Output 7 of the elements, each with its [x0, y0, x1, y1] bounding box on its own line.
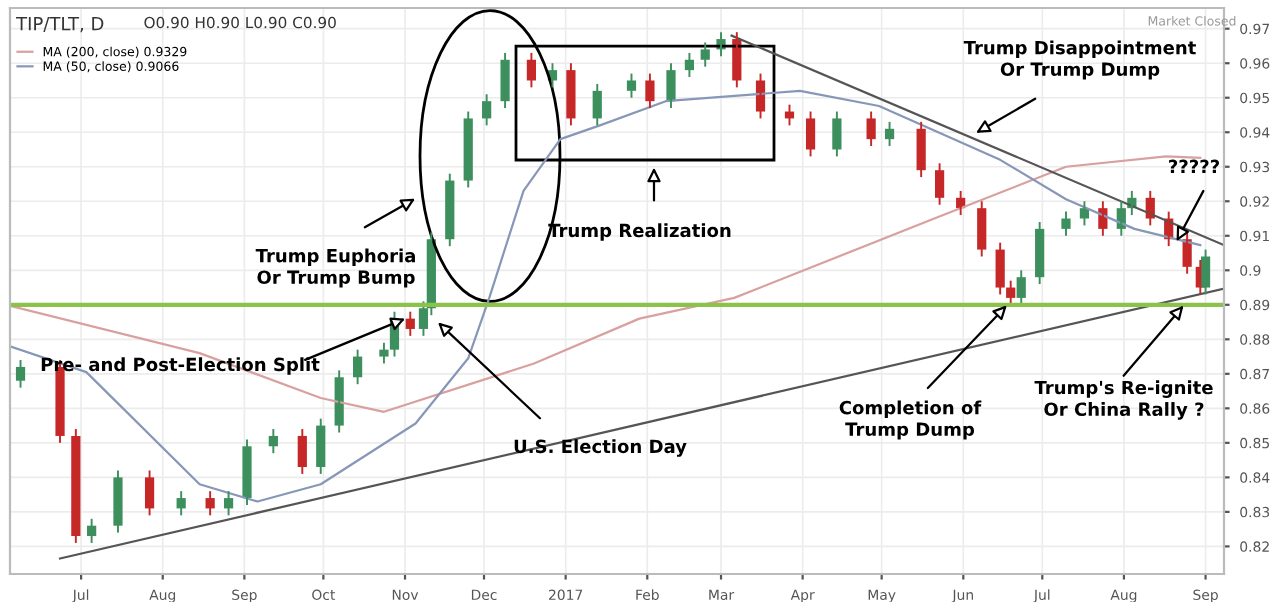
- annotation: Trump Euphoria Or Trump Bump: [255, 248, 415, 288]
- annotation: Trump's Re-ignite Or China Rally ?: [1034, 380, 1213, 420]
- candlestick: [626, 72, 637, 99]
- chart-title: TIP/TLT, D: [16, 17, 104, 33]
- annotation: Trump Disappointment Or Trump Dump: [963, 40, 1196, 80]
- annotation: ?????: [1169, 159, 1220, 173]
- annotation: Completion of Trump Dump: [839, 400, 982, 440]
